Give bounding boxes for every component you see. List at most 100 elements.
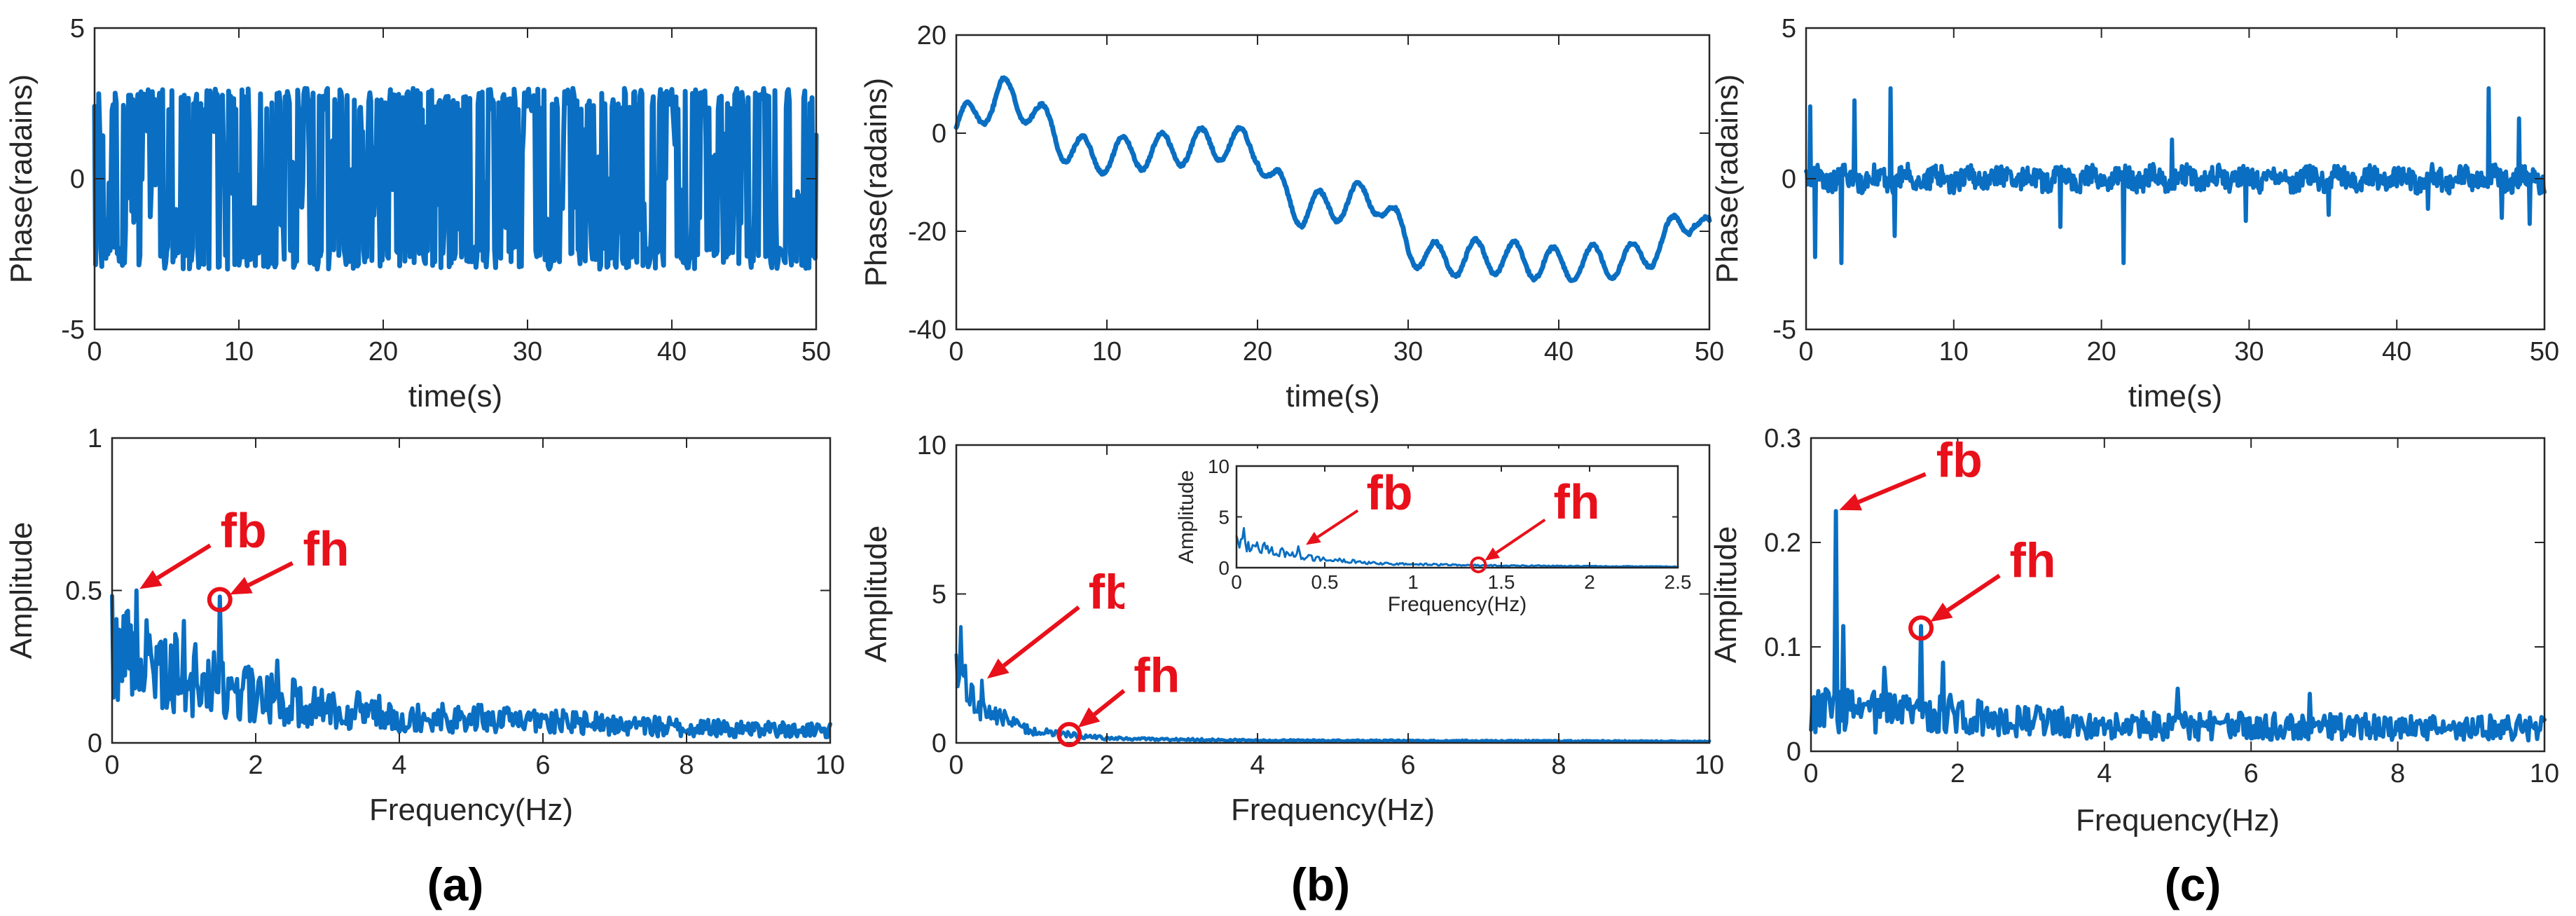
annotation-label-fh: fh — [303, 521, 350, 576]
x-tick-label: 50 — [2530, 337, 2559, 367]
panel-label-a: (a) — [427, 859, 484, 910]
y-tick-label: 0 — [70, 165, 85, 194]
y-tick-label: 0 — [1786, 737, 1801, 767]
y-tick-label: 0.5 — [65, 577, 102, 606]
x-tick-label: 2.5 — [1665, 571, 1692, 593]
chart-b-bottom-inset: 0 0.5 1 1.5 2 2.5 0 5 10 Frequency(Hz) Amplitude fb… — [1124, 449, 1695, 631]
annotation-arrow — [1946, 573, 2001, 613]
y-axis-label: Phase(radains) — [1710, 74, 1744, 283]
annotation-arrow — [1857, 472, 1927, 505]
x-axis-label: time(s) — [2128, 379, 2222, 413]
x-tick-label: 10 — [224, 337, 254, 367]
y-tick-label: 0 — [932, 119, 946, 149]
x-tick-label: 30 — [1393, 337, 1423, 367]
x-tick-label: 40 — [657, 337, 687, 367]
annotation-label-fb: fb — [1936, 433, 1983, 488]
x-tick-label: 0 — [1798, 337, 1813, 367]
y-axis-label: Amplitude — [4, 522, 39, 659]
y-tick-label: 0 — [1782, 165, 1796, 194]
plot-frame — [1810, 437, 2546, 753]
annotation-arrow — [1002, 606, 1080, 668]
y-axis-label: Amplitude — [1709, 526, 1743, 664]
y-tick-label: 20 — [917, 21, 946, 50]
y-axis-label: Phase(radains) — [859, 78, 893, 287]
x-tick-label: 6 — [1400, 751, 1415, 780]
x-tick-label: 8 — [679, 751, 694, 780]
x-tick-label: 20 — [1243, 337, 1272, 367]
annotation-circle — [207, 587, 233, 613]
x-tick-label: 0 — [1803, 759, 1818, 788]
y-tick-label: 0 — [932, 729, 946, 758]
annotation-arrowhead — [1306, 531, 1321, 545]
annotation-label-fh: fh — [1554, 474, 1600, 529]
x-tick-label: 10 — [1939, 337, 1969, 367]
series-line — [953, 75, 1712, 283]
x-tick-label: 50 — [1695, 337, 1724, 367]
x-tick-label: 6 — [535, 751, 550, 780]
series-line — [110, 588, 832, 739]
x-tick-label: 40 — [1544, 337, 1573, 367]
x-tick-label: 30 — [2234, 337, 2264, 367]
annotation-circle — [1470, 556, 1487, 573]
x-tick-label: 0 — [949, 751, 963, 780]
annotation-arrow — [156, 543, 212, 580]
series-line — [954, 624, 1711, 744]
annotation-arrowhead — [1930, 602, 1953, 622]
x-tick-label: 2 — [1584, 571, 1595, 593]
x-axis-label: Frequency(Hz) — [1231, 793, 1435, 827]
annotation-label-fb: fb — [1366, 465, 1412, 520]
series-line — [1235, 527, 1679, 568]
x-axis-label: Frequency(Hz) — [369, 793, 573, 827]
series-line — [92, 86, 819, 272]
y-axis-label: Amplitude — [859, 526, 893, 663]
x-tick-label: 4 — [2097, 759, 2112, 788]
annotation-arrowhead — [139, 570, 163, 589]
x-tick-label: 10 — [1695, 751, 1724, 780]
y-tick-label: -20 — [908, 217, 946, 247]
y-tick-label: 5 — [70, 14, 85, 43]
x-tick-label: 20 — [369, 337, 398, 367]
x-axis-label: time(s) — [408, 379, 502, 413]
x-tick-label: 0 — [1231, 571, 1242, 593]
y-tick-label: 0.1 — [1764, 633, 1801, 662]
x-axis-label: Frequency(Hz) — [2076, 803, 2280, 838]
panel-label-b: (b) — [1291, 859, 1350, 910]
y-axis-label: Amplitude — [1175, 470, 1198, 563]
x-tick-label: 1 — [1407, 571, 1419, 593]
y-tick-label: -40 — [908, 315, 946, 345]
x-tick-label: 2 — [248, 751, 263, 780]
annotation-arrowhead — [987, 658, 1010, 679]
y-tick-label: 0 — [1218, 557, 1230, 579]
x-tick-label: 4 — [1250, 751, 1265, 780]
y-tick-label: -5 — [1772, 315, 1796, 345]
x-tick-label: 0.5 — [1311, 571, 1339, 593]
x-tick-label: 30 — [513, 337, 542, 367]
x-tick-label: 10 — [1092, 337, 1122, 367]
annotation-arrowhead — [230, 577, 253, 595]
annotation-label-fh: fh — [1134, 648, 1180, 702]
annotation-arrow — [1495, 518, 1546, 554]
inset-background — [1124, 449, 1695, 631]
chart-c-bottom: 0 2 4 6 8 10 0 0.1 0.2 0.3 Frequency(Hz) Amplitude f… — [1709, 424, 2559, 838]
annotation-label-fb: fb — [221, 503, 267, 558]
x-tick-label: 40 — [2382, 337, 2411, 367]
x-axis-label: time(s) — [1286, 379, 1379, 413]
y-tick-label: 5 — [1218, 507, 1230, 528]
x-tick-label: 0 — [949, 337, 963, 367]
x-tick-label: 0 — [104, 751, 119, 780]
y-tick-label: 1 — [88, 424, 102, 453]
annotation-arrowhead — [1485, 547, 1500, 561]
y-tick-label: 5 — [1782, 14, 1796, 43]
y-tick-label: 0.3 — [1764, 424, 1801, 453]
annotation-arrowhead — [1077, 707, 1101, 728]
x-tick-label: 8 — [2390, 759, 2405, 788]
x-axis-label: Frequency(Hz) — [1388, 593, 1527, 616]
x-tick-label: 2 — [1099, 751, 1114, 780]
chart-a-bottom: 0 2 4 6 8 10 0 0.5 1 Frequency(Hz) Amplitude fb fh — [4, 424, 845, 827]
y-axis-label: Phase(radains) — [4, 74, 39, 283]
x-tick-label: 10 — [2530, 759, 2559, 788]
plot-frame — [955, 34, 1711, 331]
x-tick-label: 8 — [1551, 751, 1566, 780]
